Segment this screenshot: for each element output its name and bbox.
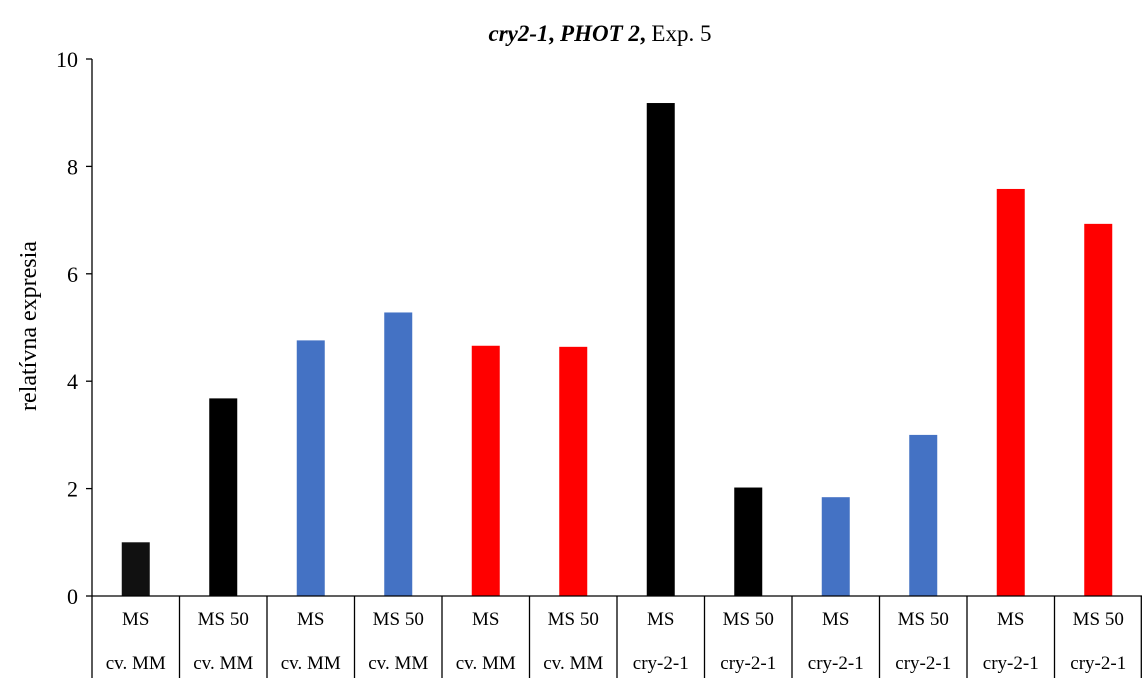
bar <box>471 345 500 596</box>
y-tick-label: 10 <box>56 47 78 72</box>
x-tick-label: MS 50 <box>898 609 949 630</box>
x-tick-label: MS <box>122 609 149 630</box>
x-group-label: cry-2-1 <box>633 653 689 674</box>
bar <box>384 312 413 596</box>
x-group-label: cv. MM <box>543 653 603 674</box>
x-tick-label: MS <box>822 609 849 630</box>
bar <box>734 487 763 596</box>
title-part-2: PHOT 2 <box>559 21 640 46</box>
bars <box>121 103 1113 597</box>
y-axis-label: relatívna expresia <box>16 241 42 411</box>
x-tick-label: MS <box>647 609 674 630</box>
bar <box>121 542 150 596</box>
title-part-3: , <box>640 21 646 46</box>
x-group-label: cv. MM <box>368 653 428 674</box>
x-tick-label: MS <box>997 609 1024 630</box>
x-group-label: cry-2-1 <box>983 653 1039 674</box>
bar <box>909 434 938 596</box>
y-tick-label: 2 <box>67 477 78 502</box>
x-group-label: cry-2-1 <box>895 653 951 674</box>
x-axis: MS cv. MM MS 50 cv. MM MS cv. MM MS 50 cv. MM MS… <box>91 595 1142 678</box>
y-tick-label: 4 <box>67 369 78 394</box>
y-tick-label: 6 <box>67 262 78 287</box>
x-tick-label: MS 50 <box>548 609 599 630</box>
x-group-label: cv. MM <box>281 653 341 674</box>
y-tick-label: 0 <box>67 584 78 609</box>
x-group-label: cry-2-1 <box>808 653 864 674</box>
bar <box>559 346 588 596</box>
title-part-0: cry2-1 <box>489 21 549 46</box>
x-group-label: cv. MM <box>106 653 166 674</box>
x-group-label: cv. MM <box>456 653 516 674</box>
x-tick-label: MS <box>472 609 499 630</box>
x-group-label: cry-2-1 <box>1070 653 1126 674</box>
bar <box>821 497 850 596</box>
y-tick-label: 8 <box>67 154 78 179</box>
title-part-1: , <box>549 21 561 46</box>
y-axis: 0 2 4 6 8 10 <box>56 47 93 609</box>
x-tick-label: MS 50 <box>1073 609 1124 630</box>
title-part-4: Exp. 5 <box>646 21 712 46</box>
x-tick-label: MS 50 <box>198 609 249 630</box>
x-tick-label: MS <box>297 609 324 630</box>
x-tick-label: MS 50 <box>723 609 774 630</box>
x-group-label: cry-2-1 <box>720 653 776 674</box>
bar <box>209 398 238 596</box>
bar <box>996 188 1025 597</box>
bar <box>646 103 675 596</box>
bar <box>1084 223 1113 596</box>
x-tick-label: MS 50 <box>373 609 424 630</box>
bar <box>296 340 325 596</box>
chart-title: cry2-1, PHOT 2, Exp. 5 <box>489 21 712 46</box>
x-group-label: cv. MM <box>193 653 253 674</box>
